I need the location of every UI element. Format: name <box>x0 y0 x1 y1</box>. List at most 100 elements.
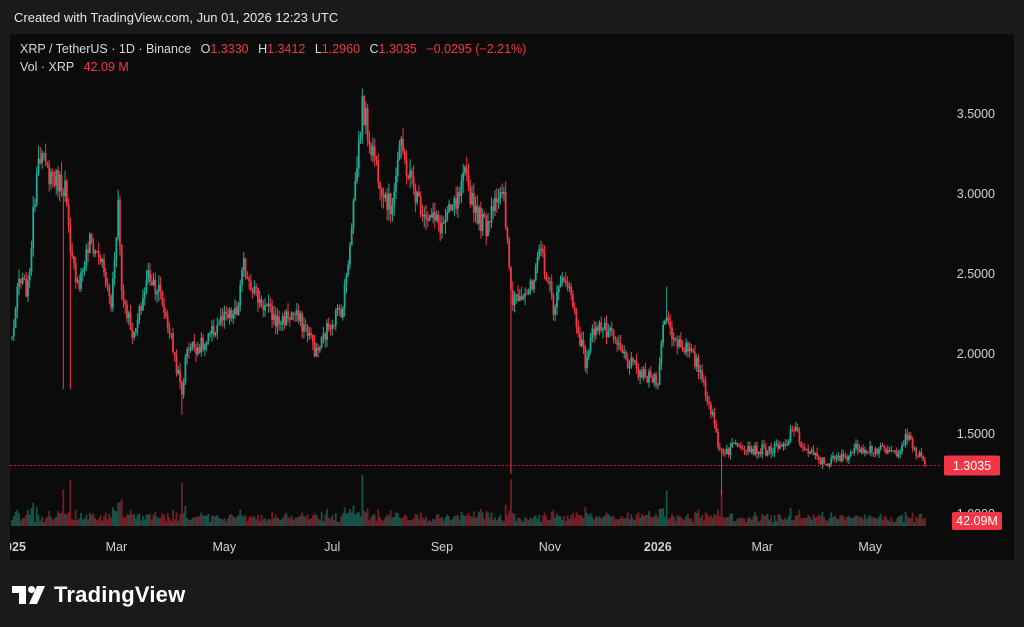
candle-body <box>635 360 638 368</box>
volume-bar <box>633 519 636 526</box>
volume-bar <box>234 517 236 526</box>
volume-bar <box>387 515 390 526</box>
candle-body <box>736 442 739 447</box>
volume-bar <box>860 516 863 526</box>
candle-body <box>44 153 47 163</box>
candle-body <box>515 294 518 296</box>
candle-body <box>835 457 838 459</box>
volume-bar <box>471 517 473 526</box>
candle-body <box>609 328 611 332</box>
symbol-label[interactable]: XRP / TetherUS · 1D · Binance <box>20 42 192 56</box>
candle-body <box>876 448 879 454</box>
volume-bar <box>690 518 693 526</box>
volume-bar <box>173 518 176 526</box>
candle-body <box>241 270 243 286</box>
volume-bar <box>545 515 548 526</box>
legend: XRP / TetherUS · 1D · Binance O1.3330 H1… <box>20 40 526 76</box>
candle-body <box>499 192 502 200</box>
volume-bar <box>892 521 895 526</box>
candle-body <box>209 333 212 335</box>
candle-body <box>258 299 261 303</box>
volume-bar <box>414 513 417 526</box>
candle-body <box>28 271 31 281</box>
volume-bar <box>265 521 268 526</box>
candle-body <box>748 446 751 453</box>
candle-body <box>589 337 592 352</box>
volume-bar <box>809 516 811 526</box>
volume-bar <box>117 502 120 526</box>
candle-body <box>580 339 583 347</box>
volume-bar <box>435 515 438 526</box>
candle-body <box>78 280 81 289</box>
candle-body <box>579 333 581 347</box>
volume-bar <box>879 514 882 526</box>
candle-body <box>154 279 157 295</box>
candle-body <box>849 452 852 457</box>
candle-body <box>913 448 916 450</box>
volume-bar <box>478 511 481 526</box>
candle-body <box>533 280 535 290</box>
volume-bar <box>694 512 696 526</box>
candle-body <box>113 259 116 279</box>
volume-bar <box>722 517 725 526</box>
candle-body <box>57 169 59 192</box>
volume-bar <box>182 513 185 526</box>
chart-panel[interactable]: 3.50003.00002.50002.00001.50001.00002025… <box>10 34 1014 560</box>
x-axis-tick-label: Mar <box>751 540 773 554</box>
volume-bar <box>531 518 534 526</box>
volume-bar <box>688 518 691 526</box>
volume-label[interactable]: Vol · XRP <box>20 60 75 74</box>
candle-body <box>817 456 820 460</box>
candle-body <box>71 251 74 256</box>
candle-body <box>111 278 114 308</box>
volume-bar <box>525 518 528 526</box>
volume-bar <box>901 514 903 526</box>
candle-body <box>869 446 872 453</box>
candle-body <box>11 336 13 338</box>
candle-body <box>803 448 806 450</box>
volume-bar <box>771 522 774 526</box>
volume-bar <box>517 517 519 526</box>
candle-body <box>69 226 72 252</box>
volume-bar <box>692 521 695 526</box>
candle-body <box>513 295 516 305</box>
volume-bar <box>241 515 243 526</box>
volume-bar <box>835 518 838 526</box>
candle-body <box>303 324 305 332</box>
volume-bar <box>214 516 217 526</box>
volume-bar <box>216 515 219 526</box>
candle-body <box>550 281 553 296</box>
candle-body <box>343 283 346 308</box>
volume-bar <box>888 521 891 526</box>
volume-bar <box>334 513 337 526</box>
candle-body <box>828 463 831 466</box>
volume-bar <box>890 517 893 526</box>
candle-body <box>768 446 771 451</box>
volume-bar <box>285 512 288 526</box>
volume-bar <box>223 518 226 526</box>
volume-bar <box>347 512 350 526</box>
candle-body <box>226 313 229 318</box>
candle-body <box>485 216 488 237</box>
volume-bar <box>520 520 523 526</box>
candle-body <box>543 252 546 275</box>
candle-body <box>65 180 68 205</box>
candle-body <box>825 463 827 465</box>
volume-bar <box>119 502 121 526</box>
candle-body <box>18 278 20 287</box>
candle-body <box>563 277 565 281</box>
candle-body <box>669 321 672 328</box>
candle-body <box>867 452 870 454</box>
candle-body <box>901 445 903 452</box>
volume-bar <box>603 515 606 526</box>
candle-body <box>124 300 127 305</box>
candle-body <box>922 456 925 461</box>
price-chart[interactable]: 3.50003.00002.50002.00001.50001.00002025… <box>10 34 1014 560</box>
candle-body <box>879 445 882 449</box>
volume-bar <box>200 512 203 526</box>
candle-body <box>520 295 523 300</box>
volume-bar <box>750 519 753 526</box>
volume-bar <box>780 518 783 526</box>
close-value: 1.3035 <box>378 42 417 56</box>
candle-body <box>414 187 417 203</box>
